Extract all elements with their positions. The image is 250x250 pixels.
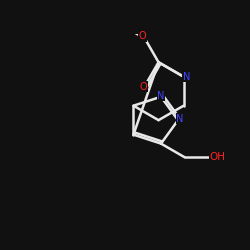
Text: O: O [138, 32, 146, 42]
Text: OH: OH [210, 152, 226, 162]
Text: N: N [183, 72, 190, 82]
Text: O: O [140, 82, 147, 92]
Text: N: N [157, 90, 165, 101]
Text: N: N [176, 114, 184, 124]
